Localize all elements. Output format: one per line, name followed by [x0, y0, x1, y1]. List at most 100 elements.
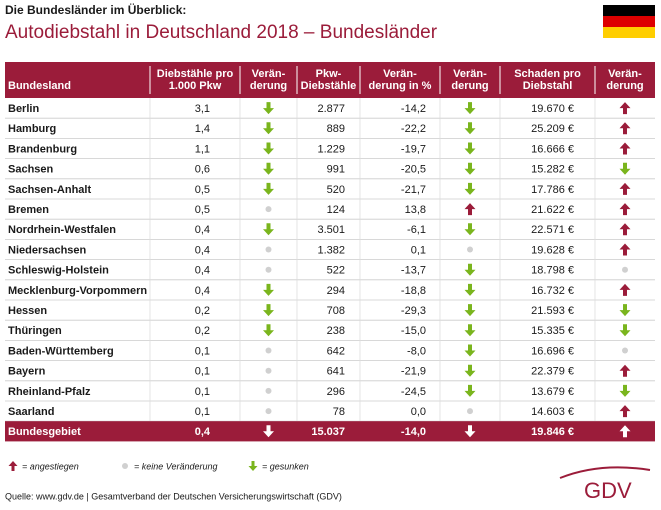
cell: 642: [327, 345, 345, 357]
cell: Hamburg: [8, 123, 56, 135]
trend-dot: [265, 246, 272, 253]
cell: 0,4: [195, 224, 210, 236]
cell: 0,1: [411, 244, 426, 256]
cell: 889: [327, 123, 345, 135]
cell: 0,1: [195, 386, 210, 398]
column-header: Schaden pro Diebstahl: [514, 68, 581, 92]
column-header: Verän-derung: [606, 68, 643, 92]
trend-down: [464, 102, 476, 115]
trend-dot: [622, 347, 628, 354]
flag: [603, 5, 655, 38]
cell: 25.209 €: [531, 123, 574, 135]
cell: 0,4: [195, 265, 210, 277]
cell: Nordrhein-Westfalen: [8, 224, 116, 236]
cell: 294: [327, 285, 345, 297]
legend-label: = angestiegen: [22, 461, 79, 471]
trend-down: [464, 263, 476, 276]
legend-label: = gesunken: [262, 461, 309, 471]
trend-dot: [265, 266, 272, 273]
trend-down: [263, 162, 274, 175]
trend-down: [619, 384, 631, 397]
trend-up: [619, 405, 631, 418]
trend-down: [263, 122, 274, 135]
trend-down: [263, 283, 274, 296]
trend-down: [619, 162, 631, 175]
column-header: Diebstähle pro 1.000 Pkw: [157, 68, 234, 92]
cell: -20,5: [401, 164, 426, 176]
trend-down: [263, 142, 274, 155]
trend-up: [619, 122, 631, 135]
trend-up: [619, 283, 631, 296]
trend-up: [619, 243, 631, 256]
cell: Baden-Württemberg: [8, 345, 114, 357]
cell: 1,4: [195, 123, 210, 135]
trend-down: [464, 122, 476, 135]
trend-down: [263, 425, 274, 438]
trend-down: [464, 162, 476, 175]
cell: Thüringen: [8, 325, 62, 337]
trend-down: [464, 324, 476, 337]
cell: -6,1: [407, 224, 426, 236]
kicker: Die Bundesländer im Überblick:: [5, 2, 186, 17]
cell: -19,7: [401, 143, 426, 155]
column-header: Bundesland: [8, 80, 71, 92]
cell: Bremen: [8, 204, 49, 216]
cell: 0,1: [195, 406, 210, 418]
cell: Berlin: [8, 103, 39, 115]
trend-down: [263, 102, 274, 115]
column-header: Verän-derung: [250, 68, 287, 92]
cell: 0,0: [411, 406, 426, 418]
trend-down: [464, 384, 476, 397]
total-bg: [5, 421, 655, 442]
trend-down: [464, 142, 476, 155]
trend-down: [263, 223, 274, 236]
trend-up: [464, 203, 476, 216]
cell: 19.628 €: [531, 244, 574, 256]
cell: 22.379 €: [531, 366, 574, 378]
source: Quelle: www.gdv.de | Gesamtverband der D…: [5, 491, 342, 501]
cell: 3.501: [317, 224, 345, 236]
cell: 16.666 €: [531, 143, 574, 155]
cell: 78: [333, 406, 345, 418]
cell: -29,3: [401, 305, 426, 317]
cell: 708: [327, 305, 345, 317]
trend-down: [464, 344, 476, 357]
cell: 0,1: [195, 345, 210, 357]
cell: 0,2: [195, 325, 210, 337]
cell: 0,2: [195, 305, 210, 317]
cell: Sachsen: [8, 164, 54, 176]
cell: 19.846 €: [531, 426, 574, 438]
legend-icon: [122, 463, 128, 469]
trend-up: [619, 425, 631, 438]
cell: 1,1: [195, 143, 210, 155]
cell: Brandenburg: [8, 143, 77, 155]
cell: -14,0: [401, 426, 426, 438]
cell: 15.335 €: [531, 325, 574, 337]
cell: 0,5: [195, 204, 210, 216]
cell: 0,1: [195, 366, 210, 378]
trend-up: [619, 223, 631, 236]
cell: 16.696 €: [531, 345, 574, 357]
cell: Bayern: [8, 366, 46, 378]
cell: 0,6: [195, 164, 210, 176]
trend-up: [619, 102, 631, 115]
trend-dot: [265, 387, 272, 394]
trend-down: [464, 182, 476, 195]
cell: -24,5: [401, 386, 426, 398]
trend-down: [464, 304, 476, 317]
cell: 16.732 €: [531, 285, 574, 297]
cell: 296: [327, 386, 345, 398]
trend-dot: [265, 347, 272, 354]
column-header: Verän-derung: [451, 68, 488, 92]
cell: Hessen: [8, 305, 47, 317]
trend-down: [619, 304, 631, 317]
trend-dot: [467, 246, 473, 253]
cell: 0,5: [195, 184, 210, 196]
cell: -13,7: [401, 265, 426, 277]
cell: 520: [327, 184, 345, 196]
cell: Bundesgebiet: [8, 426, 81, 438]
cell: -8,0: [407, 345, 426, 357]
trend-down: [464, 223, 476, 236]
cell: Rheinland-Pfalz: [8, 386, 91, 398]
